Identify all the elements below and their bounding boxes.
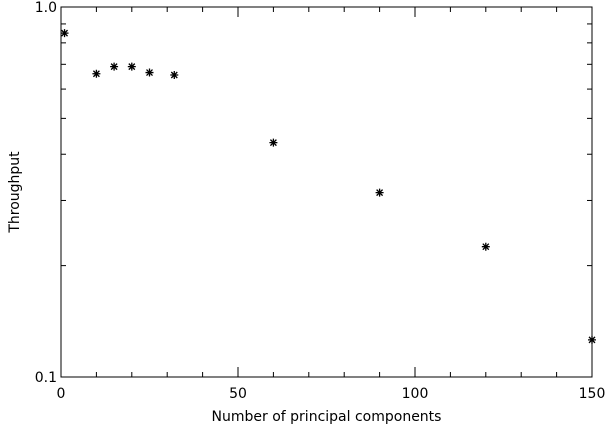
asterisk-marker <box>145 68 154 77</box>
asterisk-marker <box>60 29 69 38</box>
x-tick-label: 0 <box>57 386 66 402</box>
data-point <box>110 62 119 71</box>
points-group <box>60 29 596 344</box>
asterisk-marker <box>110 62 119 71</box>
x-axis-label: Number of principal components <box>212 409 442 425</box>
asterisk-marker <box>269 138 278 147</box>
data-point <box>60 29 69 38</box>
x-tick-label: 50 <box>229 386 247 402</box>
asterisk-marker <box>588 335 596 344</box>
data-point <box>481 242 490 251</box>
data-point <box>145 68 154 77</box>
asterisk-marker <box>92 69 101 78</box>
data-point <box>375 188 384 197</box>
asterisk-marker <box>170 70 179 79</box>
x-tick-label: 150 <box>579 386 606 402</box>
y-tick-label: 0.1 <box>35 370 57 386</box>
x-tick-label: 100 <box>402 386 429 402</box>
data-point <box>92 69 101 78</box>
y-axis-label: Throughput <box>7 151 23 234</box>
y-tick-label: 1.0 <box>35 0 57 16</box>
asterisk-marker <box>481 242 490 251</box>
data-point <box>588 335 596 344</box>
data-point <box>170 70 179 79</box>
data-point <box>127 62 136 71</box>
asterisk-marker <box>375 188 384 197</box>
tick-labels-group: 0 50 100 150 0.1 1.0 <box>35 0 606 402</box>
asterisk-marker <box>127 62 136 71</box>
plot-frame-group <box>60 6 593 378</box>
plot-frame <box>60 6 593 378</box>
ticks-group <box>60 6 593 378</box>
data-point <box>269 138 278 147</box>
